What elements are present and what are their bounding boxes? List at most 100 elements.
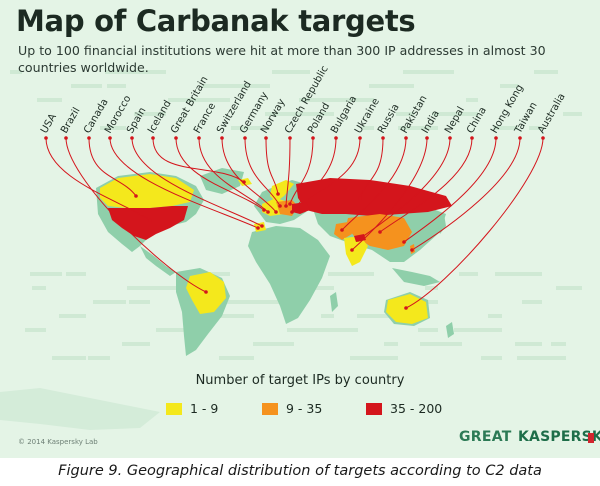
background-code-dash — [168, 98, 206, 102]
legend-label-high: 35 - 200 — [390, 401, 443, 416]
connector-start-dot — [64, 136, 68, 140]
background-code-dash — [321, 314, 334, 318]
background-code-dash — [403, 70, 454, 74]
background-code-dash — [265, 112, 310, 116]
connector-line — [351, 137, 428, 251]
background-code-dash — [25, 328, 46, 332]
background-code-dash — [219, 356, 254, 360]
background-code-dash — [59, 314, 86, 318]
background-code-dash — [529, 126, 542, 130]
background-code-dash — [301, 112, 334, 116]
connector-line — [131, 137, 263, 227]
kaspersky-lab-badge — [588, 433, 594, 443]
background-code-dash — [260, 300, 294, 304]
background-code-dash — [156, 328, 190, 332]
background-code-dash — [432, 112, 478, 116]
map-title: Map of Carbanak targets — [16, 4, 416, 38]
connector-end-dot — [340, 228, 344, 232]
background-code-dash — [420, 342, 462, 346]
background-code-dash — [556, 286, 582, 290]
land-madagascar — [330, 292, 338, 312]
legend-swatch-mid — [262, 402, 278, 415]
country-label: Australia — [536, 92, 568, 136]
connector-line — [45, 137, 151, 221]
background-landmass — [0, 388, 160, 430]
connector-end-dot — [148, 218, 152, 222]
connector-line — [357, 137, 451, 241]
background-code-dash — [10, 70, 22, 74]
background-code-dash — [88, 356, 110, 360]
country-morocco — [254, 222, 266, 232]
background-code-dash — [466, 98, 478, 102]
connector-start-dot — [448, 136, 452, 140]
background-code-dash — [71, 84, 102, 88]
connector-line — [65, 137, 207, 293]
connector-end-dot — [276, 192, 280, 196]
background-code-dash — [224, 300, 270, 304]
connector-start-dot — [87, 136, 91, 140]
background-code-dash — [100, 126, 126, 130]
kaspersky-logo: KASPERSKY — [518, 429, 600, 445]
connector-line — [411, 137, 521, 251]
great-logo: GREAT — [459, 429, 512, 445]
land-africa — [248, 226, 330, 324]
legend-item-low: 1 - 9 — [166, 401, 218, 416]
connector-line — [285, 137, 291, 207]
country-label: Russia — [376, 102, 402, 135]
connector-end-dot — [278, 204, 282, 208]
background-code-dash — [52, 356, 86, 360]
connector-line — [341, 137, 407, 231]
background-code-dash — [384, 342, 398, 346]
background-code-dash — [459, 272, 478, 276]
connector-line — [198, 137, 269, 213]
background-code-dash — [362, 126, 374, 130]
connector-end-dot — [410, 248, 414, 252]
connector-start-dot — [108, 136, 112, 140]
legend-title: Number of target IPs by country — [195, 373, 405, 388]
connector-end-dot — [266, 210, 270, 214]
background-code-dash — [253, 342, 294, 346]
connector-start-dot — [151, 136, 155, 140]
country-label: Brazil — [59, 106, 82, 136]
connector-line — [88, 137, 137, 197]
background-code-dash — [500, 84, 518, 88]
background-code-dash — [481, 356, 502, 360]
world-map: USA Brazil CanadaMoroccoSpainIcelandGreat … — [39, 64, 568, 356]
background-code-dash — [272, 70, 310, 74]
background-code-dash — [563, 112, 582, 116]
background-code-dash — [37, 98, 62, 102]
background-code-dash — [66, 272, 86, 276]
country-usa — [108, 206, 188, 240]
land-central-america — [140, 246, 176, 276]
connector-end-dot — [402, 240, 406, 244]
background-code-dash — [93, 300, 126, 304]
background-code-dash — [488, 314, 502, 318]
background-code-dash — [238, 84, 270, 88]
background-code-dash — [134, 112, 166, 116]
background-code-dash — [517, 356, 566, 360]
connector-start-dot — [243, 136, 247, 140]
background-code-dash — [454, 328, 502, 332]
connector-line — [265, 137, 279, 195]
country-india — [344, 236, 368, 266]
connector-start-dot — [220, 136, 224, 140]
connector-start-dot — [381, 136, 385, 140]
connector-end-dot — [356, 238, 360, 242]
connector-start-dot — [358, 136, 362, 140]
background-code-dash — [551, 342, 566, 346]
background-code-dash — [226, 314, 254, 318]
connector-line — [152, 137, 245, 183]
connector-start-dot — [174, 136, 178, 140]
connector-line — [221, 137, 277, 213]
connector-line — [403, 137, 497, 243]
connector-start-dot — [425, 136, 429, 140]
background-code-dash — [357, 314, 398, 318]
background-code-dash — [105, 70, 142, 74]
connector-line — [297, 137, 361, 209]
connector-end-dot — [290, 210, 294, 214]
connector-start-dot — [334, 136, 338, 140]
land-southeast-asia — [392, 268, 440, 286]
highlighted-countries — [100, 174, 452, 324]
legend-label-low: 1 - 9 — [190, 401, 219, 416]
land-new-zealand — [446, 322, 454, 338]
